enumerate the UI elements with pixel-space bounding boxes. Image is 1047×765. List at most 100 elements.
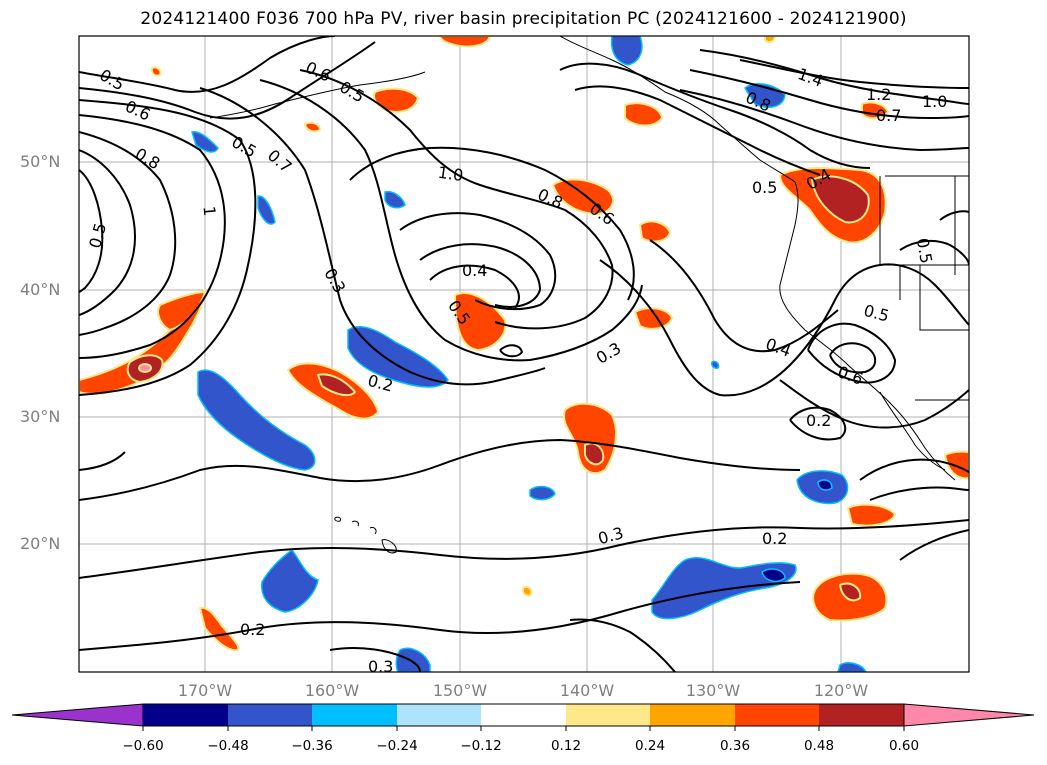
- pv-contour: [679, 89, 969, 152]
- colorbar-tick-label: 0.60: [888, 738, 920, 754]
- contour-label: 1.2: [866, 85, 891, 104]
- precip-negative-area: [197, 369, 316, 471]
- contour-label: 0.5: [752, 178, 777, 197]
- precip-positive-area: [303, 121, 322, 133]
- pv-contour: [79, 41, 376, 120]
- colorbar-tick-label: −0.60: [122, 738, 164, 754]
- pv-contour: [79, 131, 177, 336]
- pv-contour: [419, 243, 542, 308]
- lon-label: 130°W: [685, 681, 741, 700]
- colorbar-tick-label: 0.36: [719, 738, 751, 754]
- pv-contour: [79, 149, 136, 316]
- pv-contour: [599, 259, 969, 397]
- precip-negative-area: [191, 131, 219, 153]
- pv-contour: [574, 85, 821, 176]
- lon-label: 120°W: [813, 681, 869, 700]
- pv-contour: [859, 458, 969, 481]
- colorbar-max-extend: [903, 703, 1035, 727]
- precip-negative-area: [395, 647, 431, 672]
- colorbar-tick-label: −0.24: [376, 738, 418, 754]
- lat-label: 50°N: [20, 152, 61, 171]
- pv-contour: [739, 59, 969, 89]
- map-frame: [78, 35, 970, 673]
- pv-contours: [79, 36, 969, 672]
- lat-label: 30°N: [20, 407, 61, 426]
- contour-label: 0.3: [368, 657, 393, 676]
- precip-positive-area: [838, 582, 862, 602]
- pv-contour: [689, 69, 969, 120]
- precip-positive-area: [521, 585, 533, 597]
- pv-contour: [807, 322, 897, 384]
- pv-contour: [199, 87, 546, 386]
- aleutian-islands: [209, 71, 426, 119]
- precip-positive-area: [764, 36, 777, 44]
- pv-contour: [429, 264, 520, 309]
- pv-contour: [939, 210, 969, 221]
- precip-positive-area: [638, 220, 672, 243]
- precip-negative-area: [651, 557, 797, 620]
- precip-positive-area: [438, 36, 492, 48]
- colorbar-segment: [566, 704, 650, 726]
- precip-negative-area: [384, 190, 406, 209]
- colorbar-tick-label: −0.36: [291, 738, 333, 754]
- precip-negative-area: [761, 568, 786, 583]
- pv-contour: [259, 79, 643, 362]
- precip-positive-area: [316, 373, 357, 397]
- colorbar-tick-label: 0.24: [634, 738, 666, 754]
- hawaii-islands: [334, 516, 397, 554]
- precip-positive-area: [198, 606, 240, 652]
- precip-positive-area: [810, 175, 870, 224]
- precip-negative-area: [257, 195, 276, 225]
- colorbar-segment: [143, 704, 228, 726]
- colorbar-segment: [650, 704, 735, 726]
- map-plot-area: 0.5 0.6 0.8 0.5 0.6 0.5 0.5 0.7 1.0 0.8 …: [79, 36, 969, 676]
- pv-contour: [569, 618, 676, 672]
- colorbar-min-extend: [11, 703, 144, 727]
- precip-positive-area: [633, 307, 674, 330]
- colorbar-segment: [735, 704, 819, 726]
- precip-positive-area: [150, 66, 162, 77]
- precip-negative-areas: [191, 36, 867, 672]
- pv-contour: [329, 647, 421, 672]
- precip-negative-area: [529, 485, 556, 501]
- precip-negative-area: [817, 479, 833, 491]
- baja-coast: [879, 391, 946, 471]
- pv-contour: [299, 69, 614, 330]
- colorbar-segment: [228, 704, 312, 726]
- colorbar-tick-label: −0.12: [460, 738, 502, 754]
- precip-positive-area: [624, 102, 664, 127]
- contour-label: 1.0: [922, 92, 947, 111]
- contour-label: 0.7: [876, 106, 901, 125]
- lon-label: 150°W: [432, 681, 488, 700]
- contour-label: 0.2: [806, 411, 831, 430]
- lat-label: 40°N: [20, 280, 61, 299]
- pv-contour: [649, 239, 839, 353]
- precip-negative-area: [711, 360, 720, 369]
- precip-negative-area: [837, 662, 867, 672]
- pv-contour: [79, 114, 226, 359]
- pv-contour: [829, 342, 877, 374]
- pv-contour: [779, 379, 969, 429]
- pv-contour: [79, 438, 801, 501]
- lon-label: 170°W: [177, 681, 233, 700]
- state-border: [919, 265, 969, 331]
- contour-label: 1: [200, 205, 220, 217]
- colorbar: [11, 703, 1035, 731]
- map-title: 2024121400 F036 700 hPa PV, river basin …: [140, 9, 907, 29]
- pv-contour: [869, 486, 969, 501]
- north-america-coast: [779, 181, 956, 481]
- contour-label: 1.0: [437, 163, 465, 185]
- pv-contour: [79, 519, 969, 579]
- pv-contour: [499, 344, 524, 358]
- colorbar-segment: [481, 704, 566, 726]
- precip-negative-area: [347, 326, 449, 388]
- colorbar-segment: [312, 704, 397, 726]
- contour-label: 0.2: [240, 620, 265, 639]
- colorbar-segment: [397, 704, 481, 726]
- colorbar-segment: [819, 704, 904, 726]
- pv-contour: [79, 99, 257, 396]
- lon-label: 140°W: [559, 681, 615, 700]
- pv-contour: [789, 406, 847, 441]
- pv-contour: [349, 146, 635, 301]
- alaska-coast: [559, 36, 796, 183]
